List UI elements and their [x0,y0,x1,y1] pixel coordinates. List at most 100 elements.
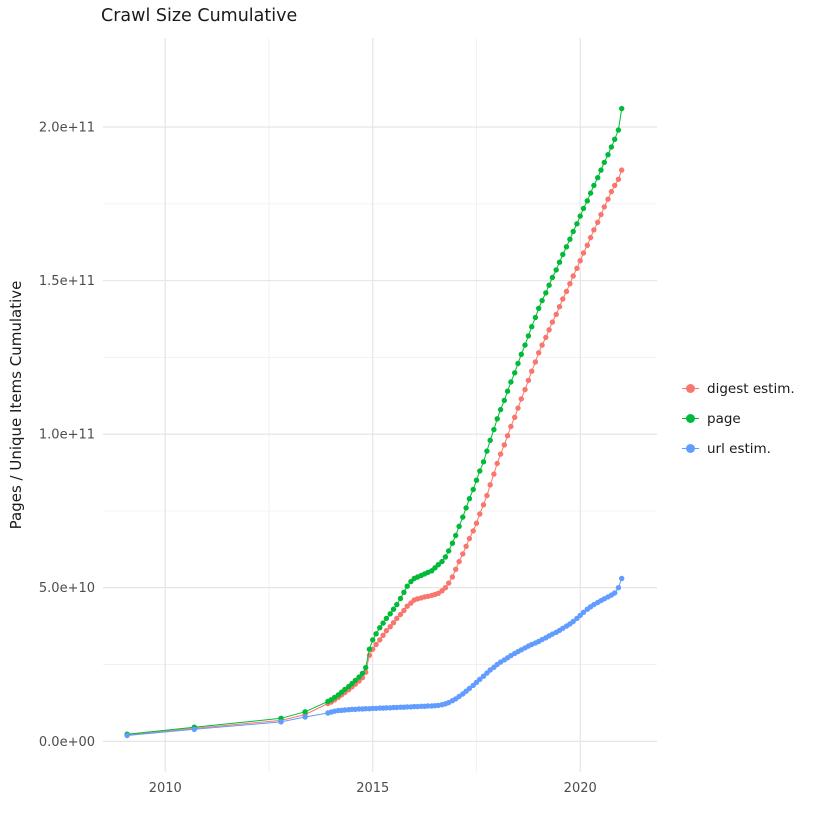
legend-item-url-estim: url estim. [682,440,795,457]
data-point-page [373,631,379,637]
data-point-digest-estim [515,405,521,411]
data-point-digest-estim [536,350,542,356]
data-point-url-estim [477,676,483,682]
data-point-page [383,615,390,622]
data-point-digest-estim [508,423,514,430]
data-point-page [619,105,625,112]
data-point-page [553,267,559,273]
data-point-url-estim [191,726,197,732]
data-point-page [598,167,604,173]
data-point-page [449,540,456,546]
data-point-page [515,360,521,367]
data-point-page [491,426,497,433]
data-point-digest-estim [525,377,532,384]
data-point-page [577,213,583,219]
data-point-page [394,601,400,608]
data-point-page [529,324,535,330]
data-point-page [608,144,615,150]
data-point-digest-estim [497,451,504,457]
data-point-page [512,370,518,376]
legend-label-page: page [707,410,741,427]
data-point-page [518,351,524,357]
data-point-page [477,468,483,474]
data-point-digest-estim [456,558,462,565]
data-point-page [442,554,449,560]
data-point-digest-estim [598,211,604,218]
chart-title: Crawl Size Cumulative [101,6,298,26]
data-point-page [532,314,539,321]
data-point-page [487,437,493,443]
data-point-url-estim [615,585,622,591]
data-point-page [377,625,383,631]
data-point-page [567,236,573,242]
data-point-digest-estim [491,471,497,477]
data-point-page [370,637,376,643]
data-point-page [560,251,566,258]
data-point-page [352,677,358,684]
data-point-page [556,259,563,265]
data-point-page [504,388,511,394]
data-point-url-estim [383,705,390,711]
y-tick-label: 2.0e+11 [39,121,95,136]
data-point-url-estim [487,667,493,673]
data-point-page [508,379,514,385]
data-point-page [359,670,366,677]
data-point-digest-estim [615,176,622,182]
data-point-digest-estim [580,250,587,256]
data-point-digest-estim [470,528,476,534]
data-point-digest-estim [397,611,404,618]
data-point-digest-estim [543,334,549,341]
url-estim-series-icon [682,440,699,457]
data-point-digest-estim [591,227,597,233]
data-point-url-estim [580,609,587,615]
y-tick-label: 1.0e+11 [39,428,95,443]
page-series-icon [682,410,699,427]
data-point-digest-estim [401,607,407,614]
data-point-page [463,505,469,511]
data-point-page [501,397,507,404]
data-point-page [356,674,362,680]
y-tick-label: 0.0e+00 [39,735,95,750]
data-point-page [497,406,504,413]
data-point-page [435,562,441,568]
x-tick-label: 2015 [356,781,389,796]
data-point-page [605,152,611,158]
data-point-url-estim [425,703,431,709]
data-point-digest-estim [387,624,393,630]
data-point-digest-estim [560,296,566,302]
data-point-digest-estim [487,482,493,488]
data-point-page [539,297,545,304]
data-point-digest-estim [380,632,386,638]
data-point-url-estim [612,590,618,596]
data-point-digest-estim [383,628,390,634]
data-point-page [612,136,618,142]
legend-item-page: page [682,410,795,427]
data-point-digest-estim [605,196,611,202]
legend-label-digest-estim: digest estim. [707,380,795,397]
data-point-digest-estim [587,234,594,241]
data-point-digest-estim [373,641,379,648]
data-point-page [363,664,369,671]
data-point-page [466,496,473,502]
x-tick-label: 2010 [149,781,182,796]
legend-item-digest-estim: digest estim. [682,380,795,397]
data-point-page [591,182,597,189]
data-point-page [484,448,490,454]
data-point-digest-estim [570,273,576,279]
data-point-digest-estim [546,327,552,333]
data-point-digest-estim [477,511,483,517]
series-line-url-estim [127,578,623,736]
data-point-page [397,595,404,602]
data-point-url-estim [404,704,410,710]
data-point-digest-estim [563,288,570,295]
x-tick-label: 2020 [564,781,597,796]
y-tick-label: 1.5e+11 [39,274,95,289]
data-point-digest-estim [480,502,487,508]
data-point-digest-estim [619,167,625,173]
data-point-digest-estim [512,414,518,420]
data-point-page [615,127,622,133]
data-point-digest-estim [595,219,601,225]
data-point-digest-estim [446,580,452,586]
data-point-page [543,290,549,296]
